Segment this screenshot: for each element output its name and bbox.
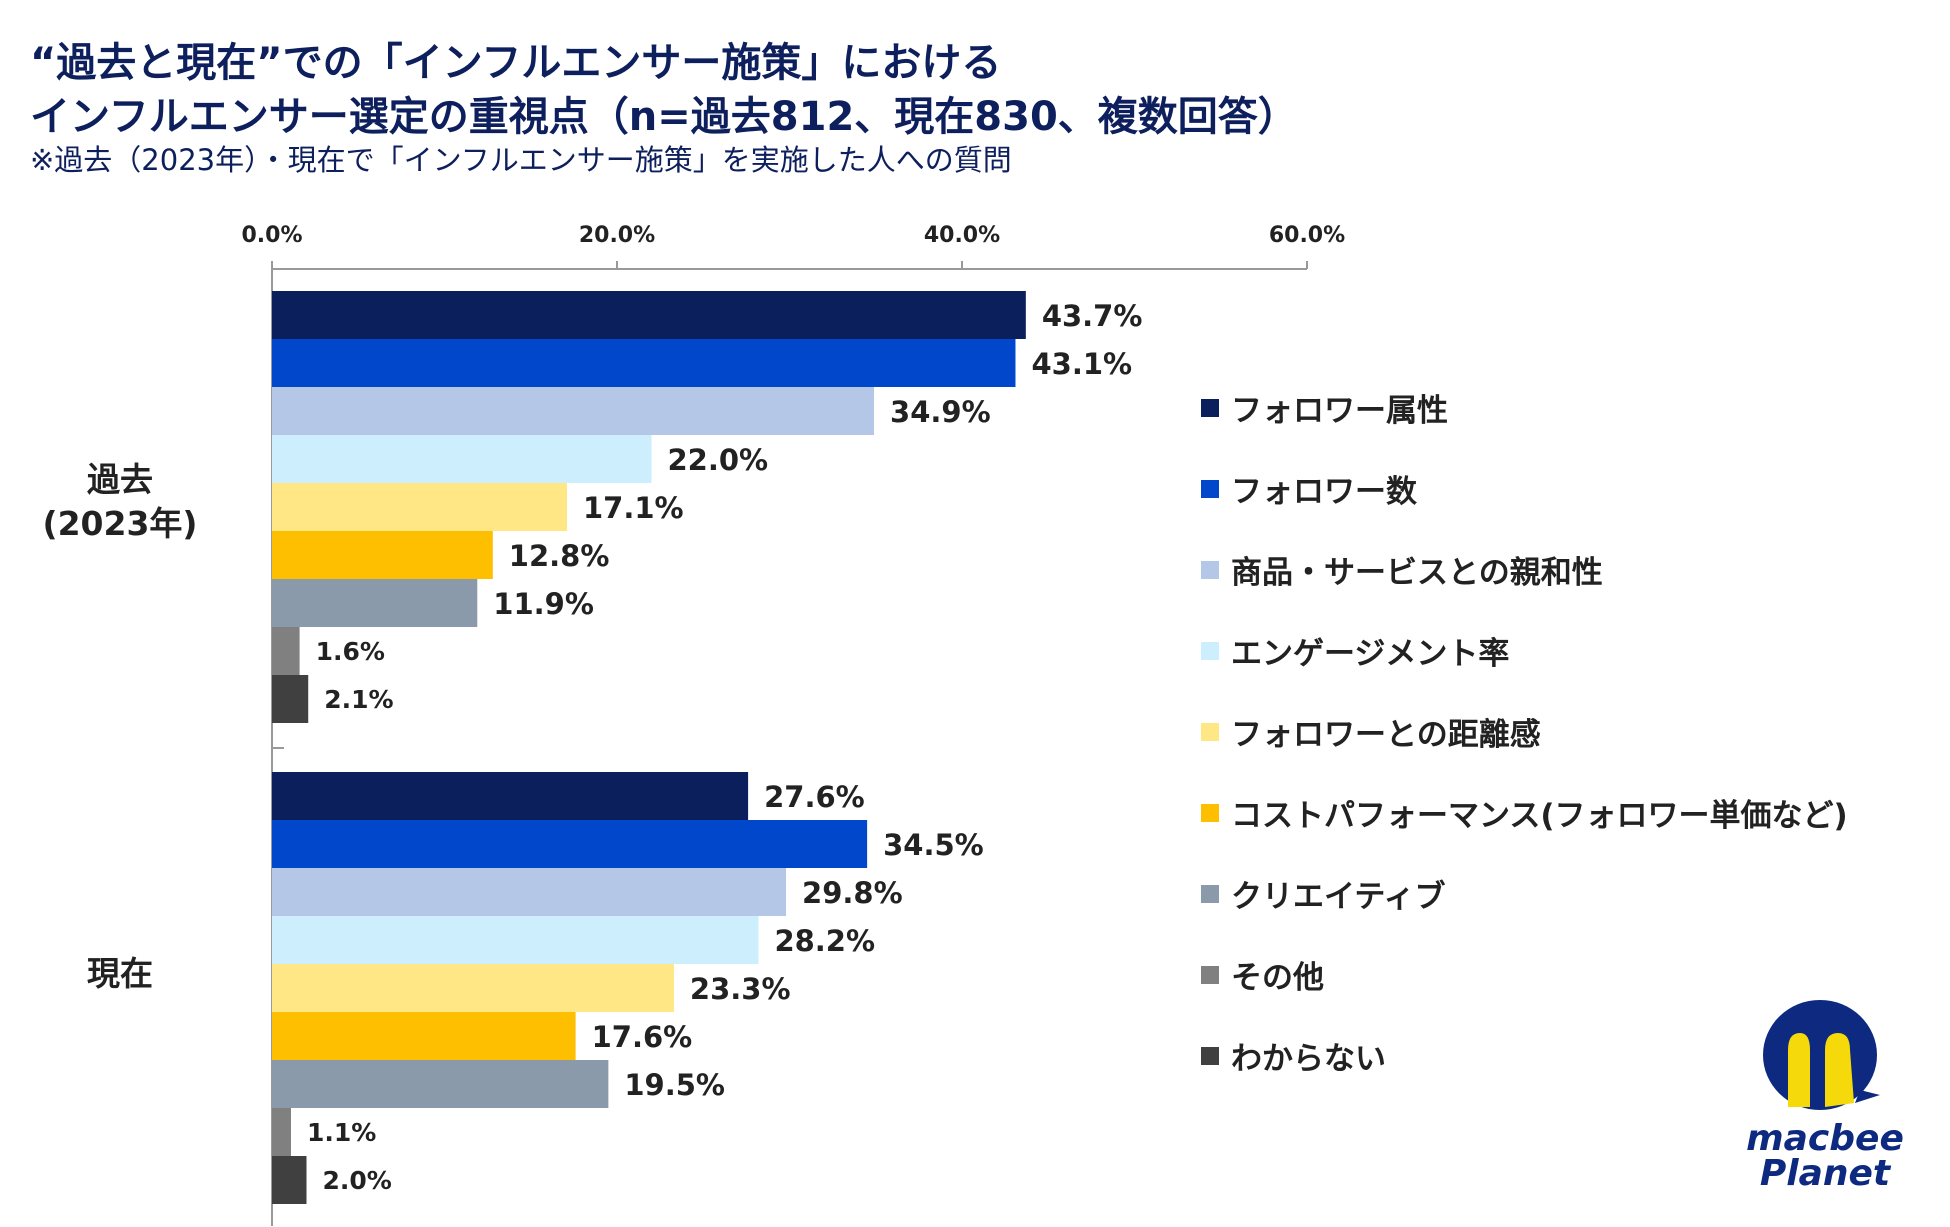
legend-swatch (1201, 560, 1219, 579)
data-label: 1.6% (316, 637, 385, 666)
legend-label: フォロワーとの距離感 (1231, 717, 1541, 753)
bar (272, 339, 1016, 387)
x-tick-label: 60.0% (1269, 223, 1345, 248)
bar (272, 579, 478, 627)
chart-title-line1: “過去と現在”での「インフルエンサー施策」における (30, 40, 1002, 86)
data-label: 11.9% (493, 587, 594, 621)
legend-swatch (1201, 803, 1219, 822)
data-label: 28.2% (774, 924, 875, 958)
data-label: 23.3% (690, 972, 791, 1006)
data-label: 2.0% (323, 1166, 392, 1195)
data-label: 19.5% (624, 1068, 725, 1102)
chart-title-line2: インフルエンサー選定の重視点（n=過去812、現在830、複数回答） (30, 94, 1298, 140)
data-label: 17.1% (583, 491, 684, 525)
data-label: 22.0% (668, 443, 769, 477)
legend-item: エンゲージメント率 (1201, 628, 1509, 673)
svg-text:macbee: macbee (1746, 1118, 1904, 1159)
legend-label: フォロワー数 (1231, 474, 1417, 510)
category-label-past: 過去 (2023年) (10, 458, 230, 546)
x-tick-label: 20.0% (579, 223, 655, 248)
legend-item: クリエイティブ (1201, 871, 1446, 916)
bar (272, 675, 309, 723)
legend-label: クリエイティブ (1231, 879, 1446, 915)
bar (272, 772, 749, 820)
bar (272, 820, 868, 868)
bar (272, 916, 759, 964)
bar (272, 1156, 307, 1204)
legend-swatch (1201, 641, 1219, 660)
category-label-past-line2: (2023年) (42, 504, 198, 543)
chart-subtitle: ※過去（2023年）・現在で「インフルエンサー施策」を実施した人への質問 (30, 143, 1012, 177)
bar (272, 531, 493, 579)
bar (272, 627, 300, 675)
bar (272, 483, 567, 531)
legend-label: その他 (1231, 960, 1324, 996)
svg-text:Planet: Planet (1760, 1153, 1892, 1194)
legend-item: その他 (1201, 952, 1324, 997)
data-label: 43.7% (1042, 299, 1143, 333)
data-label: 2.1% (324, 685, 393, 714)
data-label: 34.9% (890, 395, 991, 429)
data-label: 29.8% (802, 876, 903, 910)
legend-label: わからない (1231, 1041, 1386, 1077)
macbee-planet-logo: macbee Planet (1746, 1000, 1904, 1194)
legend-item: フォロワー数 (1201, 466, 1417, 511)
legend-label: 商品・サービスとの親和性 (1231, 555, 1603, 591)
legend-item: わからない (1201, 1033, 1386, 1078)
category-label-past-line1: 過去 (87, 460, 153, 499)
legend-item: フォロワーとの距離感 (1201, 709, 1541, 754)
data-label: 17.6% (592, 1020, 693, 1054)
data-label: 12.8% (509, 539, 610, 573)
x-tick-label: 40.0% (924, 223, 1000, 248)
legend-swatch (1201, 965, 1219, 984)
data-label: 27.6% (764, 780, 865, 814)
legend-item: 商品・サービスとの親和性 (1201, 547, 1603, 592)
legend-swatch (1201, 722, 1219, 741)
data-label: 1.1% (307, 1118, 376, 1147)
legend-label: フォロワー属性 (1231, 393, 1448, 429)
bar (272, 1060, 609, 1108)
bar (272, 868, 787, 916)
bar (272, 964, 674, 1012)
x-tick-label: 0.0% (241, 223, 302, 248)
bar (272, 291, 1026, 339)
legend-item: フォロワー属性 (1201, 385, 1448, 430)
bar (272, 387, 875, 435)
data-label: 34.5% (883, 828, 984, 862)
category-label-now: 現在 (87, 954, 153, 993)
legend-swatch (1201, 1046, 1219, 1065)
bar (272, 1108, 291, 1156)
bar (272, 1012, 576, 1060)
legend-item: コストパフォーマンス(フォロワー単価など) (1201, 790, 1848, 835)
legend-swatch (1201, 479, 1219, 498)
legend-label: コストパフォーマンス(フォロワー単価など) (1231, 798, 1848, 834)
legend-label: エンゲージメント率 (1231, 636, 1510, 672)
data-label: 43.1% (1031, 347, 1132, 381)
legend-swatch (1201, 398, 1219, 417)
legend-swatch (1201, 884, 1219, 903)
bar (272, 435, 652, 483)
